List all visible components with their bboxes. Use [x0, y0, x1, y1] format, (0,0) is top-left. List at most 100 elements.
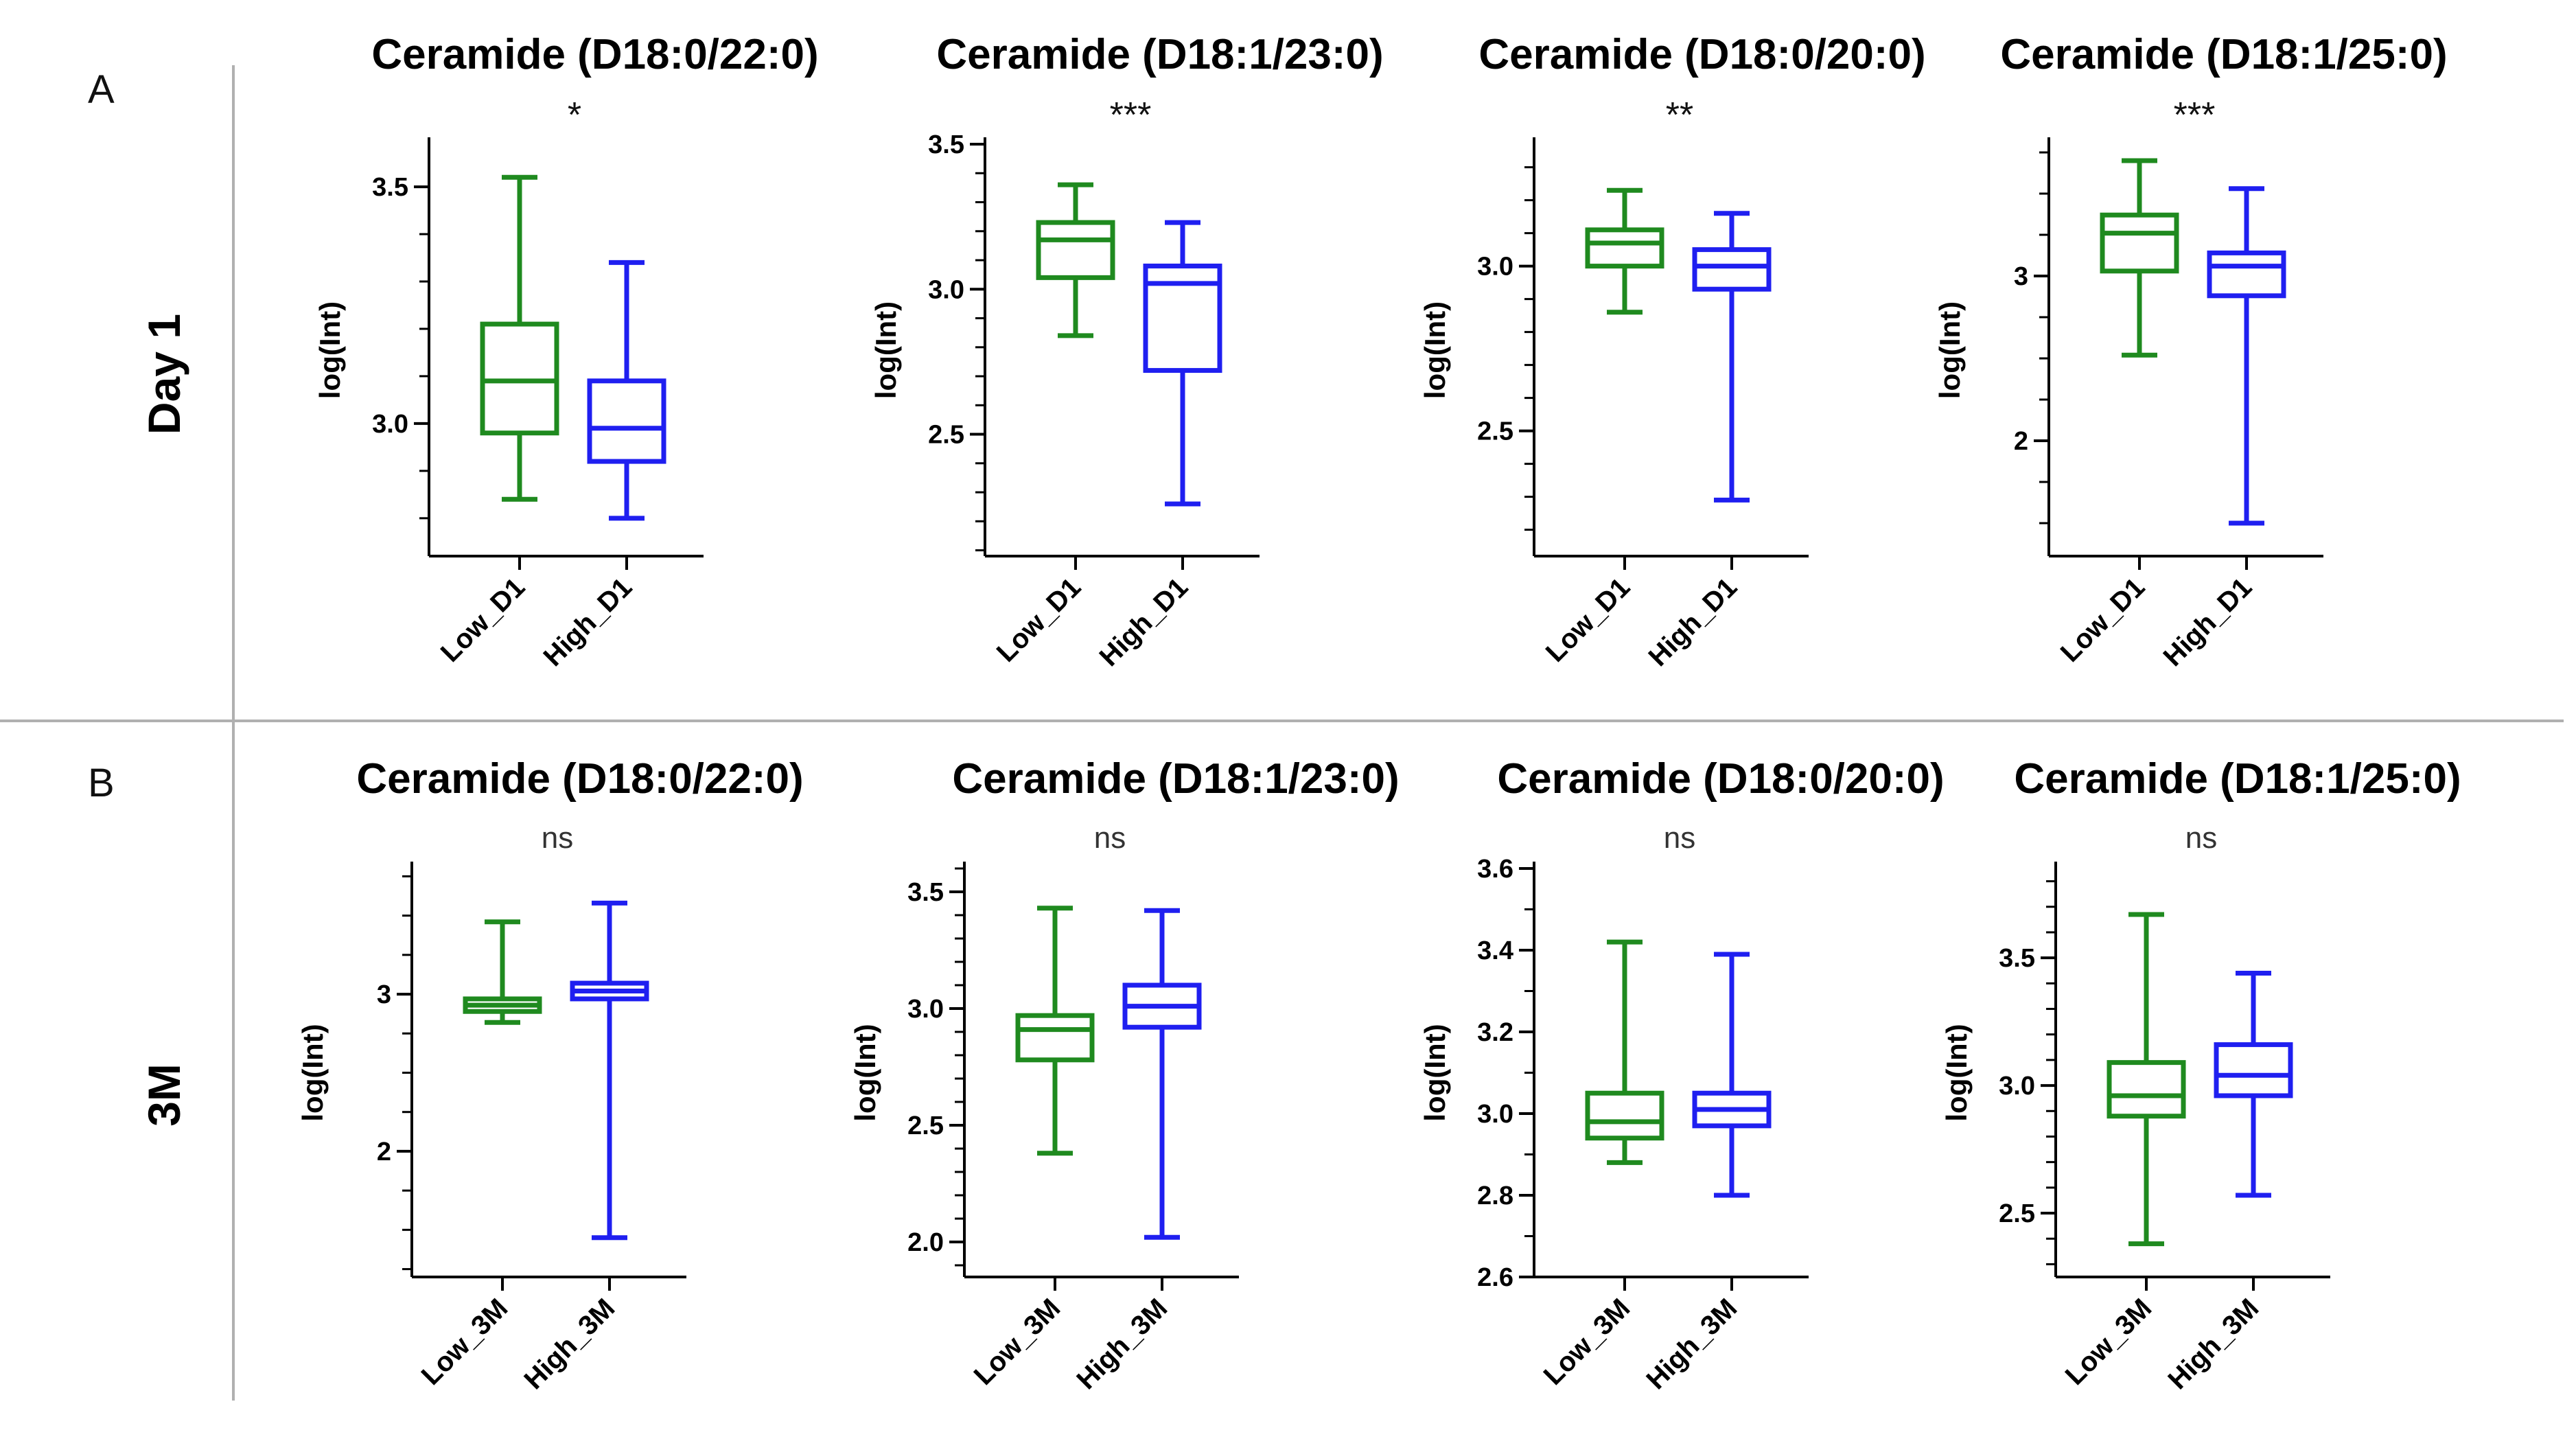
significance-label: ns: [2185, 821, 2217, 855]
x-tick-label: High_3M: [2162, 1293, 2264, 1395]
boxplot-chart-4: Ceramide (D18:1/25:0) *** 2 3 log(Int) Low_D1…: [1934, 31, 2448, 672]
x-tick-label: High_D1: [1643, 572, 1743, 672]
box-High_3M: [1692, 952, 1772, 1198]
x-tick-label: High_3M: [518, 1293, 620, 1395]
y-axis-label: log(Int): [1934, 301, 1966, 399]
box-Low_D1: [1585, 187, 1664, 315]
y-tick-label: 2.5: [928, 421, 964, 450]
box-Low_D1: [1036, 182, 1115, 338]
significance-label: *: [568, 95, 581, 135]
x-tick-label: High_D1: [538, 572, 638, 672]
chart-title: Ceramide (D18:1/25:0): [2014, 755, 2461, 803]
y-tick-label: 2: [2014, 427, 2028, 456]
y-tick-label: 3.5: [1999, 944, 2035, 973]
chart-title: Ceramide (D18:1/23:0): [936, 31, 1383, 78]
box-iqr: [2214, 1042, 2293, 1098]
x-tick-label: Low_3M: [2060, 1293, 2158, 1391]
y-axis-label: log(Int): [1419, 1024, 1451, 1121]
box-Low_3M: [2107, 912, 2186, 1247]
box-High_3M: [1122, 908, 1202, 1240]
y-tick-label: 3.5: [372, 173, 408, 202]
box-Low_3M: [1585, 939, 1664, 1165]
row-label-day1: Day 1: [139, 314, 189, 435]
charts-container: Ceramide (D18:0/22:0) * 3.0 3.5 log(Int) Low_…: [297, 31, 2461, 1395]
x-tick-label: Low_3M: [1538, 1293, 1636, 1391]
chart-title: Ceramide (D18:0/22:0): [371, 31, 818, 78]
row-label-3m: 3M: [139, 1063, 189, 1127]
x-tick-label: High_D1: [1094, 572, 1194, 672]
chart-title: Ceramide (D18:1/25:0): [2000, 31, 2447, 78]
y-tick-label: 3.0: [1477, 253, 1513, 281]
y-tick-label: 3.0: [1477, 1100, 1513, 1129]
boxplot-chart-7: Ceramide (D18:0/20:0) ns 2.6 2.8 3.0 3.2 3.4 3.…: [1419, 755, 1945, 1395]
x-tick-label: Low_D1: [1540, 572, 1636, 668]
box-High_3M: [570, 900, 649, 1241]
y-axis-label: log(Int): [1940, 1024, 1973, 1121]
boxplot-chart-6: Ceramide (D18:1/23:0) ns 2.0 2.5 3.0 3.5 log(I…: [849, 755, 1400, 1395]
y-tick-label: 2.6: [1477, 1263, 1513, 1292]
box-High_3M: [2214, 970, 2293, 1198]
significance-label: **: [1666, 95, 1693, 135]
significance-label: ns: [1094, 821, 1126, 855]
chart-title: Ceramide (D18:1/23:0): [952, 755, 1399, 803]
y-axis-label: log(Int): [849, 1024, 881, 1121]
boxplot-chart-3: Ceramide (D18:0/20:0) ** 2.5 3.0 log(Int) Low…: [1419, 31, 1926, 672]
y-tick-label: 3: [2014, 262, 2028, 291]
y-tick-label: 3.0: [372, 410, 408, 439]
box-Low_D1: [2100, 158, 2179, 358]
box-iqr: [1015, 1013, 1095, 1063]
box-iqr: [2100, 212, 2179, 274]
y-tick-label: 3.0: [928, 275, 964, 304]
x-tick-label: High_D1: [2158, 572, 2258, 672]
y-tick-label: 2.5: [1999, 1199, 2035, 1228]
x-tick-label: High_3M: [1640, 1293, 1743, 1395]
x-tick-label: Low_D1: [435, 572, 531, 668]
y-tick-label: 3.4: [1477, 936, 1513, 965]
y-tick-label: 3.6: [1477, 855, 1513, 884]
chart-title: Ceramide (D18:0/20:0): [1497, 755, 1944, 803]
significance-label: ***: [2174, 95, 2216, 135]
x-tick-label: Low_3M: [416, 1293, 514, 1391]
y-axis-label: log(Int): [870, 301, 902, 399]
y-axis-label: log(Int): [314, 301, 346, 399]
box-Low_D1: [480, 174, 559, 502]
panel-letter-b: B: [88, 761, 115, 805]
box-iqr: [1585, 1090, 1664, 1141]
chart-title: Ceramide (D18:0/20:0): [1478, 31, 1925, 78]
y-tick-label: 3: [377, 980, 391, 1009]
y-axis-label: log(Int): [297, 1024, 329, 1121]
significance-label: ns: [542, 821, 573, 855]
y-tick-label: 2.5: [1477, 417, 1513, 446]
y-tick-label: 3.0: [1999, 1072, 2035, 1101]
box-High_D1: [2207, 186, 2286, 526]
y-tick-label: 2.8: [1477, 1182, 1513, 1210]
y-tick-label: 3.2: [1477, 1018, 1513, 1047]
y-tick-label: 2: [377, 1138, 391, 1166]
x-tick-label: Low_3M: [968, 1293, 1067, 1391]
y-tick-label: 2.0: [907, 1228, 944, 1257]
y-axis-label: log(Int): [1419, 301, 1451, 399]
box-High_D1: [1143, 220, 1222, 507]
boxplot-chart-2: Ceramide (D18:1/23:0) *** 2.5 3.0 3.5 log(Int…: [870, 31, 1384, 672]
significance-label: ***: [1110, 95, 1152, 135]
box-iqr: [587, 378, 666, 464]
box-iqr: [1692, 247, 1772, 292]
y-tick-label: 3.5: [907, 878, 944, 907]
panel-letter-a: A: [88, 67, 115, 112]
y-tick-label: 3.5: [928, 130, 964, 159]
y-tick-label: 2.5: [907, 1112, 944, 1140]
box-iqr: [2107, 1060, 2186, 1119]
box-High_D1: [587, 260, 666, 521]
box-iqr: [1036, 220, 1115, 280]
box-High_D1: [1692, 211, 1772, 503]
box-iqr: [1585, 227, 1664, 269]
box-Low_3M: [463, 919, 542, 1025]
x-tick-label: Low_D1: [991, 572, 1087, 668]
x-tick-label: Low_D1: [2055, 572, 2151, 668]
x-tick-label: High_3M: [1071, 1293, 1173, 1395]
significance-label: ns: [1664, 821, 1695, 855]
chart-title: Ceramide (D18:0/22:0): [356, 755, 803, 803]
y-tick-label: 3.0: [907, 995, 944, 1024]
boxplot-chart-8: Ceramide (D18:1/25:0) ns 2.5 3.0 3.5 log(Int)…: [1940, 755, 2461, 1395]
